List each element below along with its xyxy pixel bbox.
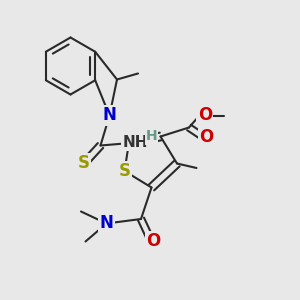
Text: O: O [198,106,212,124]
Text: N: N [103,106,116,124]
Text: N: N [100,214,113,232]
Text: H: H [146,130,157,143]
Text: NH: NH [122,135,148,150]
Text: S: S [78,154,90,172]
Text: O: O [199,128,213,146]
Text: S: S [118,162,130,180]
Text: O: O [146,232,160,250]
